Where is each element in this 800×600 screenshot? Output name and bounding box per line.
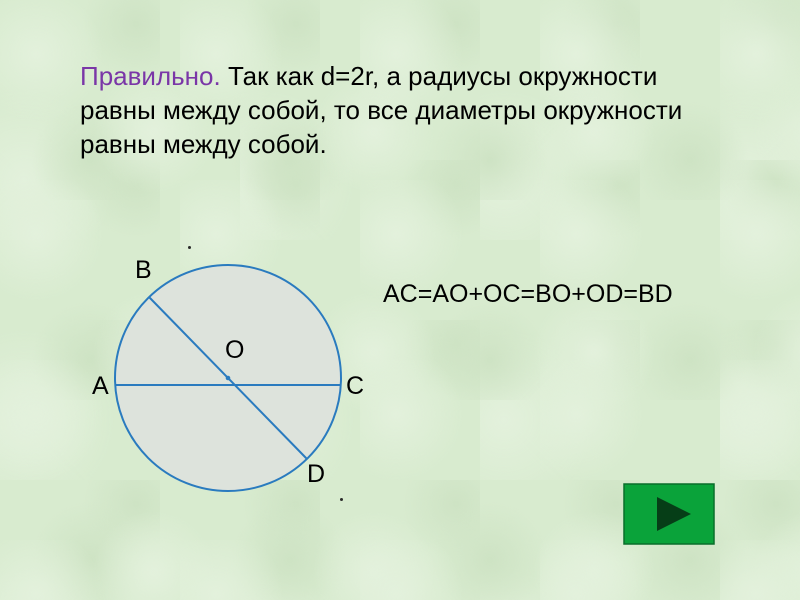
dot-top <box>188 246 191 249</box>
next-button[interactable] <box>623 483 715 545</box>
label-c: C <box>346 372 364 401</box>
label-o: O <box>225 336 244 365</box>
slide: Правильно. Так как d=2r, а радиусы окруж… <box>0 0 800 600</box>
label-a: A <box>92 372 109 401</box>
dot-bottom <box>340 498 343 501</box>
center-dot <box>226 376 231 381</box>
label-d: D <box>307 460 325 489</box>
heading-block: Правильно. Так как d=2r, а радиусы окруж… <box>80 60 740 161</box>
chord-bd <box>149 297 307 459</box>
equation-text: AC=AO+OC=BO+OD=BD <box>383 280 673 309</box>
circle-outline <box>115 265 341 491</box>
heading-correct: Правильно. <box>80 61 221 91</box>
next-button-bg <box>623 483 715 545</box>
label-b: B <box>135 256 152 285</box>
